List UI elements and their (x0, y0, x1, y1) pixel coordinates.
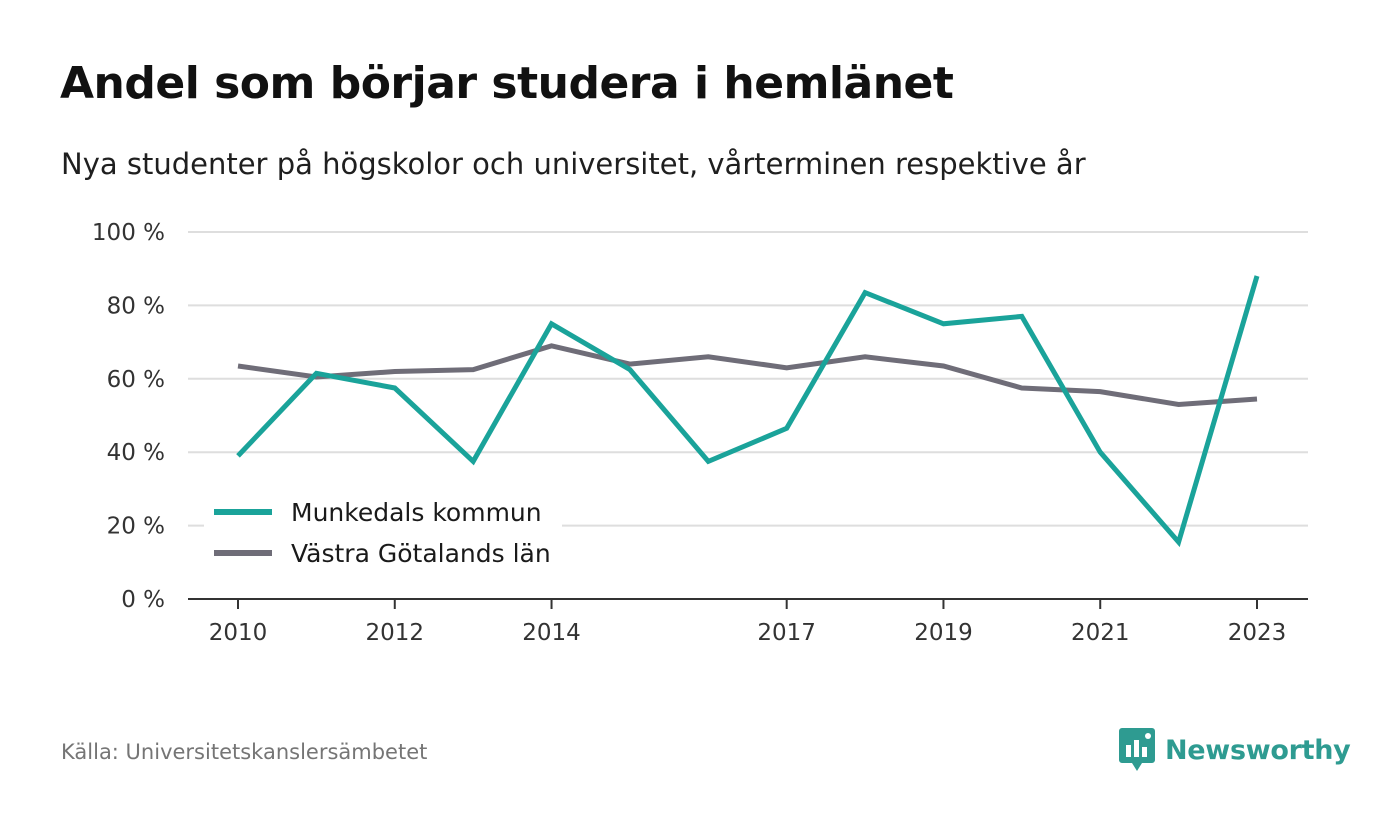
newsworthy-logo-icon (1119, 728, 1155, 771)
x-tick-label: 2012 (365, 620, 424, 646)
x-tick-label: 2017 (757, 620, 816, 646)
y-tick-label: 100 % (92, 220, 165, 246)
y-tick-label: 60 % (107, 367, 165, 393)
chart-subtitle: Nya studenter på högskolor och universit… (61, 147, 1086, 181)
brand: Newsworthy (1118, 727, 1351, 773)
y-tick-label: 0 % (121, 587, 165, 613)
y-tick-label: 40 % (107, 440, 165, 466)
y-tick-label: 80 % (107, 293, 165, 319)
brand-name: Newsworthy (1165, 734, 1351, 766)
legend: Munkedals kommun Västra Götalands län (204, 492, 562, 576)
x-tick-label: 2019 (914, 620, 973, 646)
x-tick-label: 2014 (522, 620, 581, 646)
x-tick-label: 2023 (1228, 620, 1287, 646)
legend-background (204, 492, 562, 576)
series-line-0 (236, 275, 1260, 548)
x-tick-label: 2021 (1071, 620, 1130, 646)
series-lines (236, 275, 1260, 548)
chart-title: Andel som börjar studera i hemlänet (60, 58, 954, 109)
line-chart: 0 % 20 % 40 % 60 % 80 % 100 % 2010 2012 2014 2017… (92, 220, 1308, 646)
legend-label: Västra Götalands län (291, 539, 551, 568)
source-note: Källa: Universitetskanslersämbetet (61, 740, 428, 764)
legend-label: Munkedals kommun (291, 498, 542, 527)
axes: 0 % 20 % 40 % 60 % 80 % 100 % 2010 2012 2014 2017… (92, 220, 1308, 646)
x-tick-label: 2010 (209, 620, 268, 646)
series-line-1 (237, 343, 1258, 408)
y-tick-label: 20 % (107, 514, 165, 540)
